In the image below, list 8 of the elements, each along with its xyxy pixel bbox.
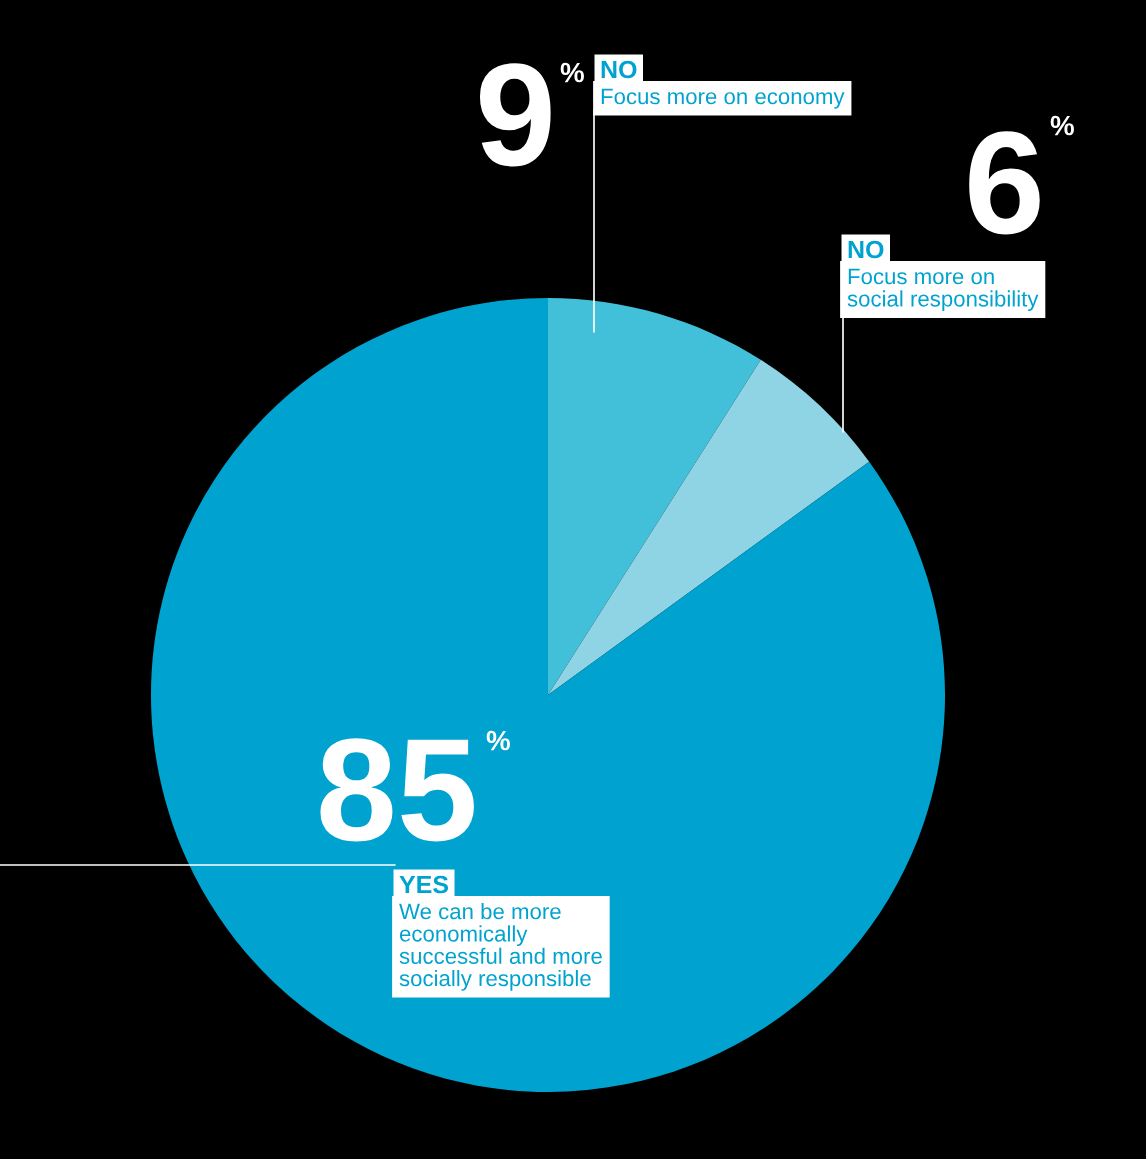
data-label: 85% (320, 730, 510, 842)
pie-slice (548, 298, 761, 695)
slice-label: NO Focus more on economy (601, 60, 845, 109)
slice-label: NO Focus more on social responsibility (847, 240, 1039, 312)
data-label: 9% (479, 62, 584, 167)
pie-slice (548, 359, 870, 695)
slice-label: YES We can be more economically successful and more socially responsible (399, 875, 602, 991)
data-label: 6% (969, 115, 1074, 235)
